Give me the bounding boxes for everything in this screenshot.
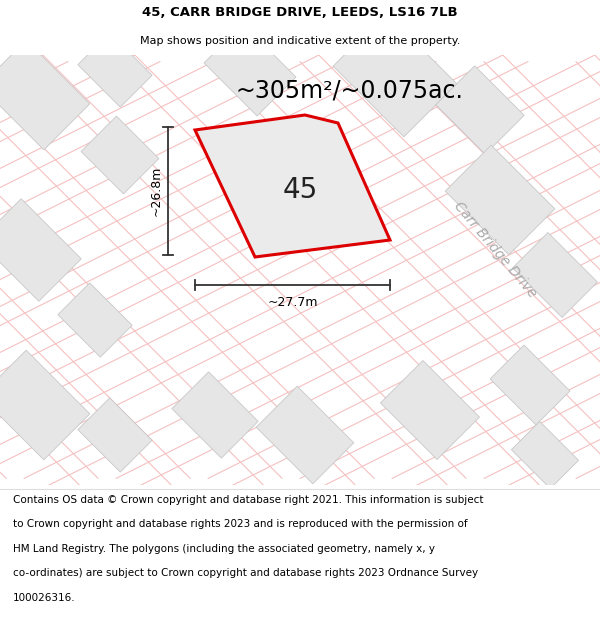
Bar bbox=[490, 345, 570, 425]
Text: 45: 45 bbox=[283, 176, 317, 204]
Bar bbox=[172, 372, 258, 458]
Bar bbox=[333, 13, 457, 137]
Bar bbox=[0, 350, 90, 460]
Bar bbox=[512, 232, 598, 318]
Bar bbox=[204, 24, 296, 116]
Bar bbox=[78, 33, 152, 107]
Bar bbox=[0, 40, 90, 150]
Bar bbox=[256, 386, 354, 484]
Text: Contains OS data © Crown copyright and database right 2021. This information is : Contains OS data © Crown copyright and d… bbox=[13, 495, 484, 505]
Bar bbox=[380, 361, 479, 459]
Text: HM Land Registry. The polygons (including the associated geometry, namely x, y: HM Land Registry. The polygons (includin… bbox=[13, 544, 435, 554]
Text: ~26.8m: ~26.8m bbox=[149, 166, 163, 216]
Text: to Crown copyright and database rights 2023 and is reproduced with the permissio: to Crown copyright and database rights 2… bbox=[13, 519, 468, 529]
Bar bbox=[436, 66, 524, 154]
Bar bbox=[0, 199, 81, 301]
Text: co-ordinates) are subject to Crown copyright and database rights 2023 Ordnance S: co-ordinates) are subject to Crown copyr… bbox=[13, 568, 478, 578]
Text: Carr Bridge Drive: Carr Bridge Drive bbox=[451, 199, 539, 301]
Text: Map shows position and indicative extent of the property.: Map shows position and indicative extent… bbox=[140, 36, 460, 46]
Bar bbox=[78, 398, 152, 472]
Bar bbox=[81, 116, 159, 194]
Text: ~27.7m: ~27.7m bbox=[267, 296, 318, 309]
Bar bbox=[511, 421, 578, 489]
Text: ~305m²/~0.075ac.: ~305m²/~0.075ac. bbox=[235, 78, 463, 102]
Bar bbox=[58, 283, 132, 357]
Bar bbox=[445, 145, 555, 255]
Text: 45, CARR BRIDGE DRIVE, LEEDS, LS16 7LB: 45, CARR BRIDGE DRIVE, LEEDS, LS16 7LB bbox=[142, 6, 458, 19]
Text: 100026316.: 100026316. bbox=[13, 592, 76, 602]
Polygon shape bbox=[195, 115, 390, 257]
